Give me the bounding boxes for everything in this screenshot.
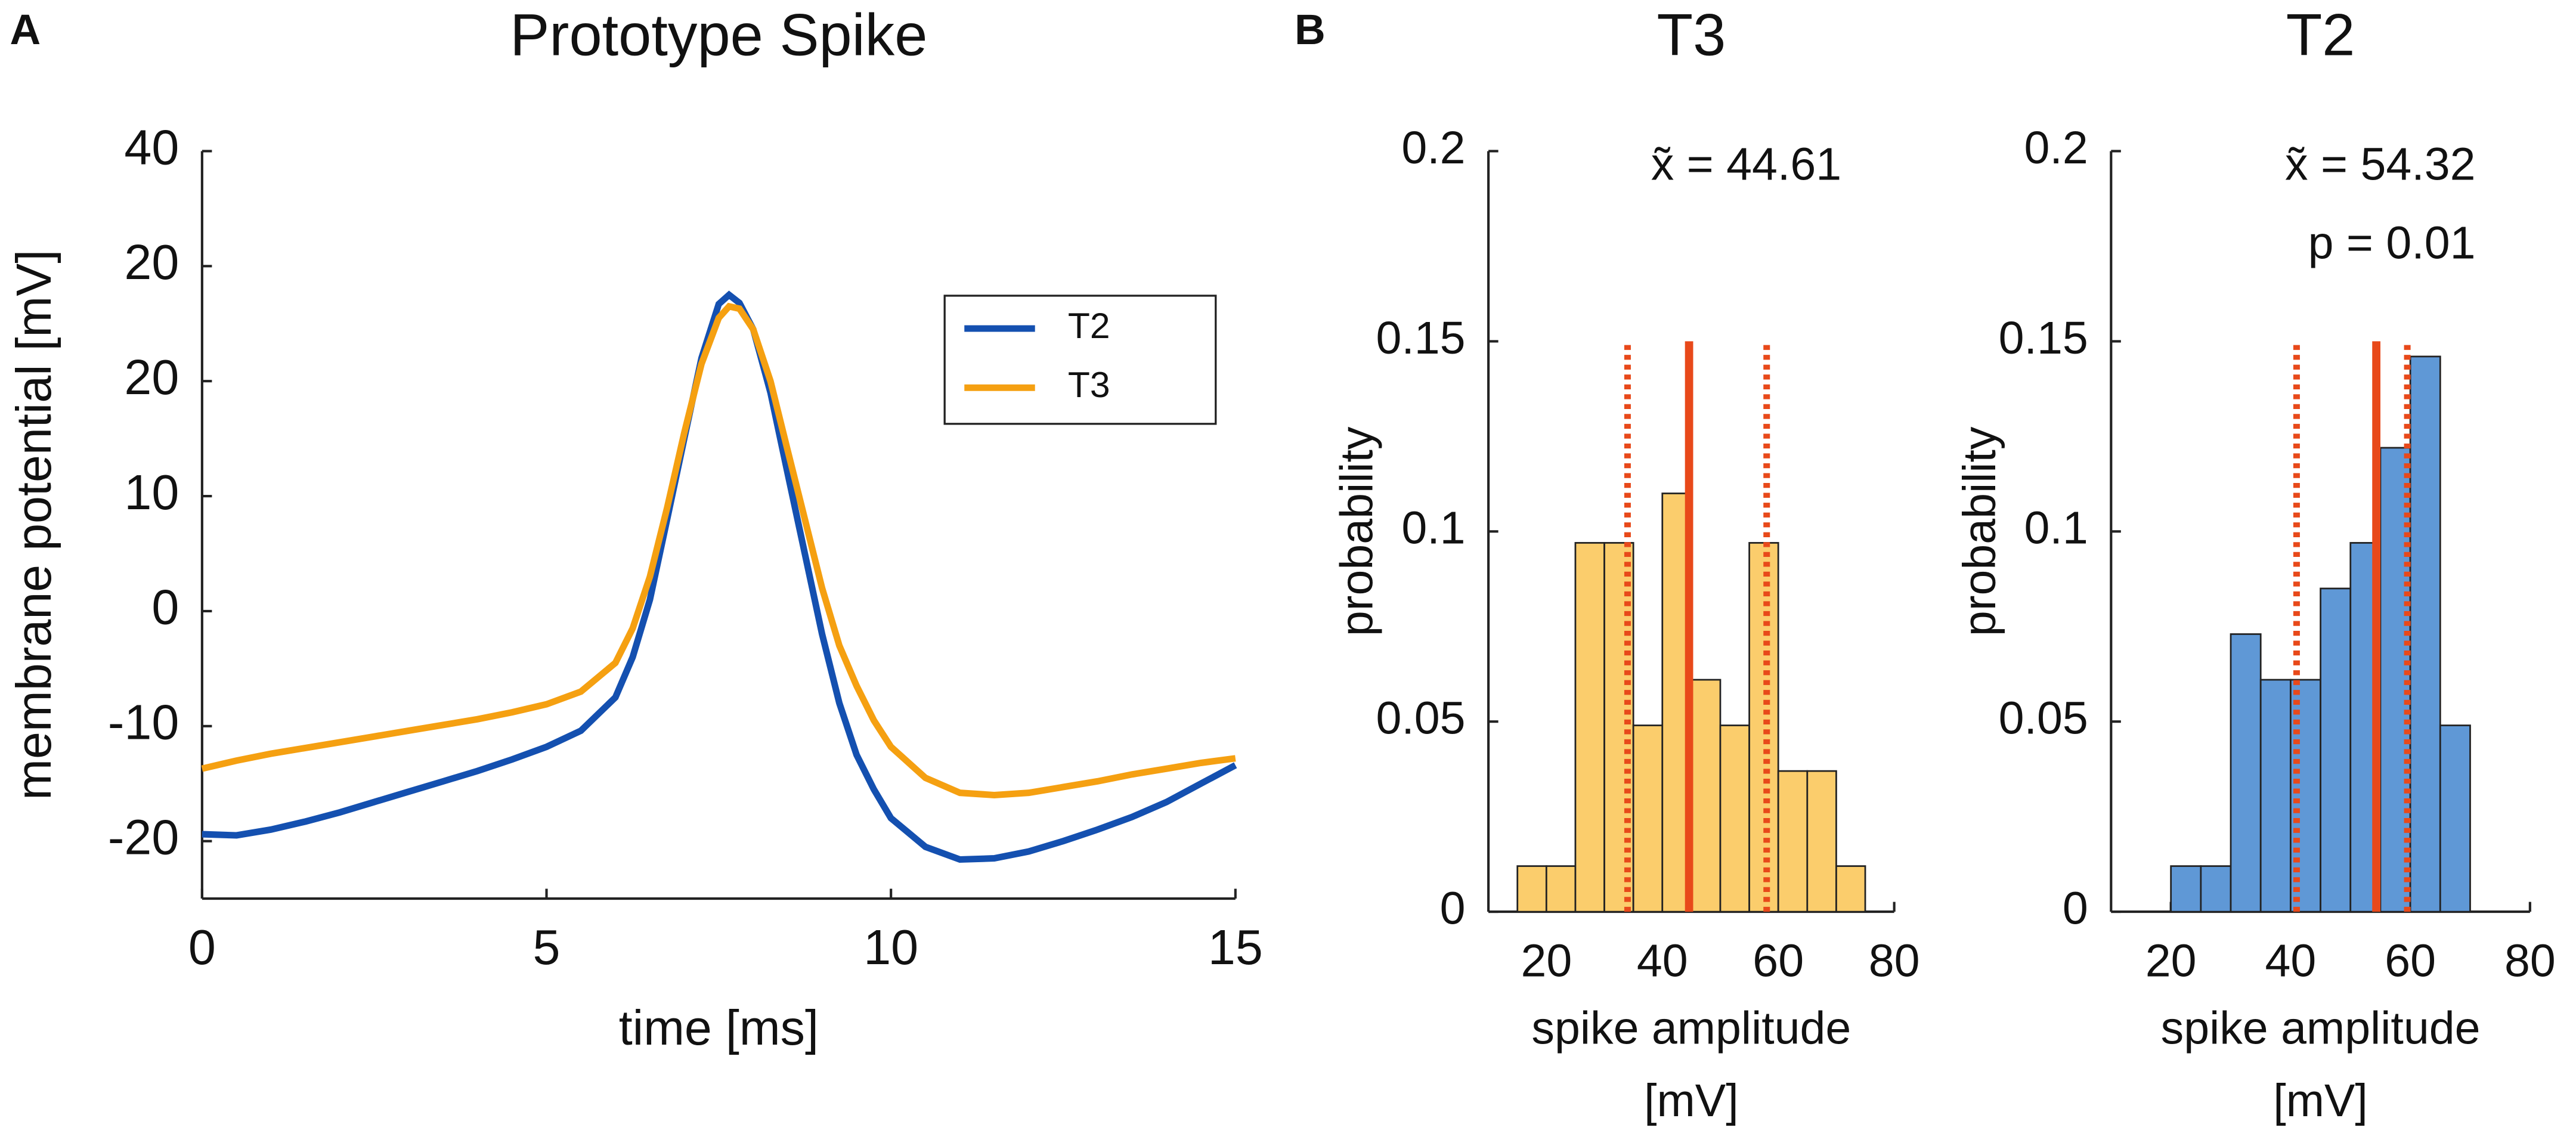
y-axis-label: probability <box>1332 426 1383 636</box>
y-tick-label: 0.15 <box>1376 312 1465 364</box>
x-tick-label: 60 <box>1753 936 1804 987</box>
x-tick-label: 5 <box>533 919 561 975</box>
bar <box>1777 770 1809 913</box>
y-axis-label: probability <box>1954 426 2005 636</box>
y-tick-label: -10 <box>108 695 179 750</box>
chart-title: Prototype Spike <box>510 2 927 68</box>
chart-title: T3 <box>1657 2 1726 68</box>
bar <box>1806 770 1837 913</box>
chart-title: T2 <box>2286 2 2355 68</box>
x-axis-label: time [ms] <box>619 1000 819 1055</box>
bar <box>1545 865 1577 913</box>
x-tick-label: 80 <box>1869 936 1920 987</box>
bar <box>1574 542 1605 913</box>
y-tick-label: 0.2 <box>2024 122 2088 174</box>
x-tick-label: 40 <box>1637 936 1688 987</box>
y-tick-label: -20 <box>108 809 179 865</box>
x-tick-label: 60 <box>2385 936 2436 987</box>
x-tick-label: 0 <box>188 919 216 975</box>
bar <box>2170 865 2202 913</box>
y-tick-label: 20 <box>124 349 179 405</box>
x-tick-label: 40 <box>2265 936 2317 987</box>
legend-label: T2 <box>1068 305 1110 346</box>
x-axis-label: [mV] <box>1644 1075 1739 1126</box>
y-tick-label: 40 <box>124 119 179 175</box>
bar <box>2230 633 2262 913</box>
annotation: x̃ = 54.32 <box>2285 138 2475 190</box>
y-tick-label: 0 <box>2063 882 2088 934</box>
x-axis-label: spike amplitude <box>2161 1003 2481 1054</box>
bar <box>1690 679 1722 913</box>
legend-box <box>943 295 1217 425</box>
y-tick-label: 0.15 <box>1999 312 2088 364</box>
legend-label: T3 <box>1068 364 1110 405</box>
x-axis-label: [mV] <box>2273 1075 2368 1126</box>
x-tick-label: 10 <box>863 919 918 975</box>
panel-label: B <box>1295 6 1326 54</box>
y-axis-label: membrane potential [mV] <box>6 250 61 800</box>
y-tick-label: 20 <box>124 234 179 290</box>
x-tick-label: 20 <box>2145 936 2197 987</box>
series-line <box>202 290 1237 863</box>
annotation: p = 0.01 <box>2308 218 2476 269</box>
y-tick-label: 0.1 <box>2024 503 2088 554</box>
y-tick-label: 10 <box>124 464 179 520</box>
bar <box>2200 865 2232 913</box>
bar <box>2320 587 2352 913</box>
bar <box>2439 724 2471 913</box>
y-tick-label: 0.05 <box>1999 693 2088 744</box>
y-tick-label: 0.2 <box>1401 122 1465 174</box>
panel-label: A <box>10 6 41 54</box>
bar <box>1748 542 1779 913</box>
annotation: x̃ = 44.61 <box>1651 138 1841 190</box>
series-line <box>201 302 1236 799</box>
bar <box>1632 724 1664 913</box>
x-tick-label: 15 <box>1208 919 1263 975</box>
bar <box>1719 724 1750 913</box>
y-tick-label: 0 <box>1440 882 1466 934</box>
x-axis-label: spike amplitude <box>1531 1003 1851 1054</box>
x-tick-label: 20 <box>1521 936 1572 987</box>
y-tick-label: 0.1 <box>1401 503 1465 554</box>
bar <box>1603 542 1634 913</box>
bar <box>1516 865 1547 913</box>
y-tick-label: 0.05 <box>1376 693 1465 744</box>
y-tick-label: 0 <box>151 580 179 635</box>
x-tick-label: 80 <box>2504 936 2556 987</box>
bar <box>2259 679 2292 913</box>
bar <box>2290 679 2321 913</box>
bar <box>2409 355 2441 913</box>
bar <box>1835 865 1866 913</box>
